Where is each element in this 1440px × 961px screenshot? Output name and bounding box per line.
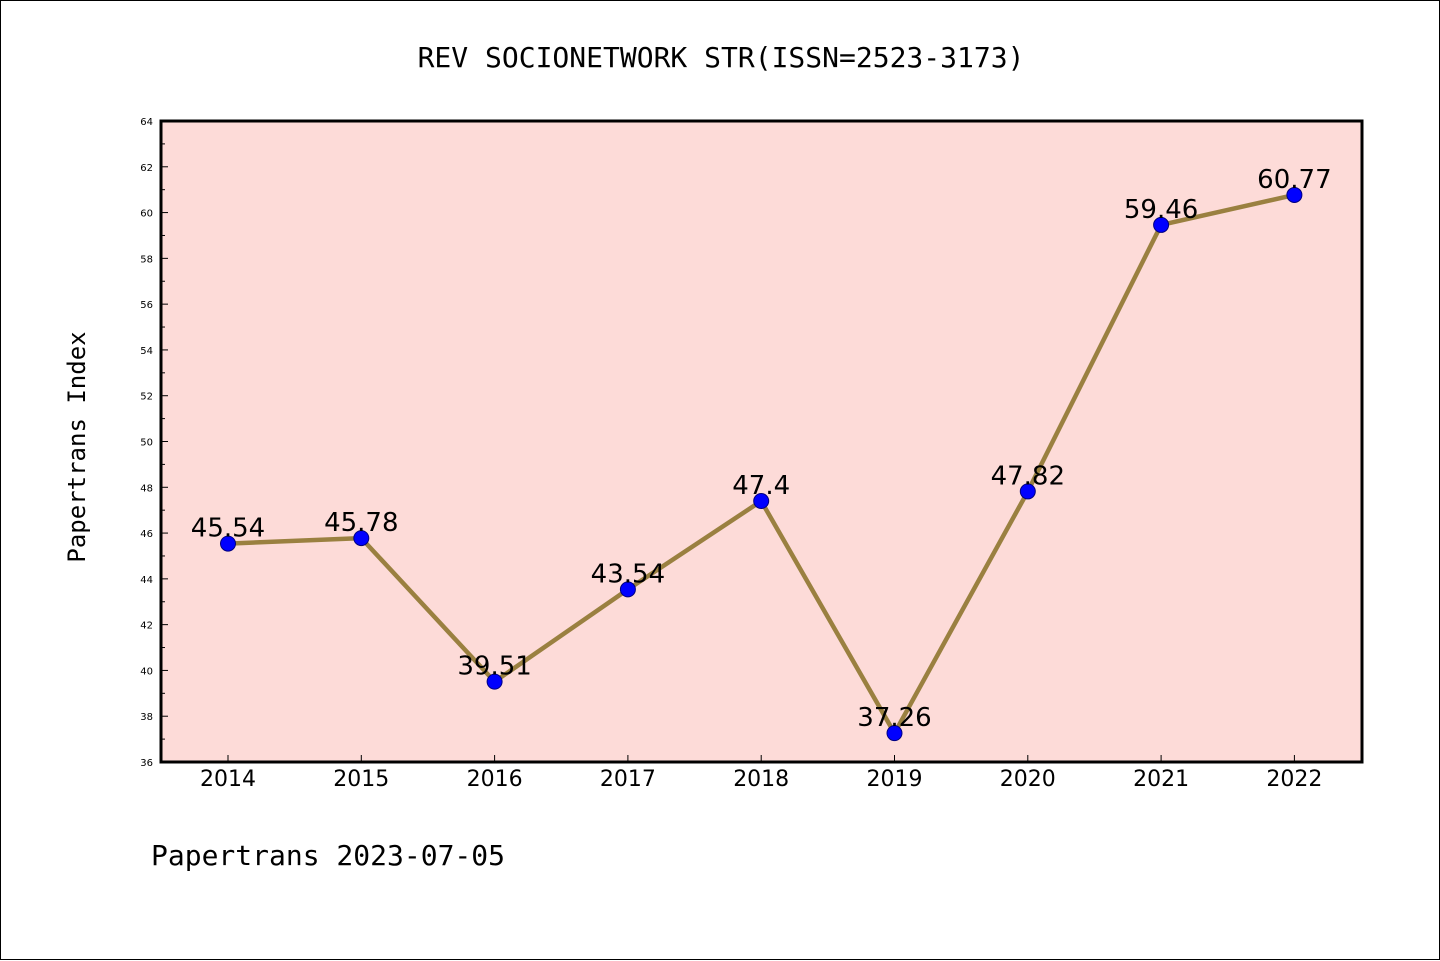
y-tick-label: 52 [140, 392, 153, 403]
footer-date-text: Papertrans 2023-07-05 [151, 839, 505, 872]
y-tick-label: 58 [140, 254, 153, 265]
x-tick-label: 2015 [333, 767, 389, 792]
data-point-marker [753, 493, 770, 510]
data-value-label: 59.46 [1124, 195, 1198, 225]
data-value-label: 45.78 [324, 508, 398, 538]
y-tick-label: 46 [140, 529, 153, 540]
data-point-marker [1153, 216, 1170, 233]
data-point-marker [1286, 186, 1303, 203]
x-tick-label: 2022 [1266, 767, 1322, 792]
plot-border [159, 119, 1364, 764]
data-value-label: 43.54 [591, 559, 665, 589]
x-tick-label: 2020 [1000, 767, 1056, 792]
chart-title: REV SOCIONETWORK STR(ISSN=2523-3173) [418, 41, 1025, 74]
x-tick-label: 2018 [733, 767, 789, 792]
x-tick-label: 2016 [467, 767, 523, 792]
y-tick-label: 36 [140, 758, 153, 769]
data-value-label: 45.54 [191, 514, 265, 544]
data-value-label: 39.51 [457, 652, 531, 682]
data-point-marker [486, 673, 503, 690]
y-tick-label: 62 [140, 163, 153, 174]
data-labels: 45.54 45.78 39.51 43.54 47.4 37.26 47.82 59.46 6… [191, 165, 1332, 733]
y-tick-label: 50 [140, 438, 153, 449]
y-axis-label: Papertrans Index [63, 331, 91, 562]
x-tick-label: 2017 [600, 767, 656, 792]
y-tick-label: 64 [140, 117, 153, 128]
x-tick-label: 2021 [1133, 767, 1189, 792]
y-tick-label: 42 [140, 621, 153, 632]
x-axis-ticks: 2014 2015 2016 2017 2018 2019 2020 2021 2022 [200, 755, 1322, 792]
data-point-marker [1019, 483, 1036, 500]
y-tick-label: 60 [140, 209, 153, 220]
data-point-marker [619, 581, 636, 598]
x-tick-label: 2014 [200, 767, 256, 792]
data-point-marker [220, 535, 236, 552]
y-tick-label: 54 [140, 346, 153, 357]
data-value-label: 37.26 [857, 703, 931, 733]
data-value-label: 47.4 [732, 471, 790, 501]
data-value-label: 47.82 [991, 461, 1065, 491]
x-tick-label: 2019 [867, 767, 923, 792]
data-point-marker [886, 725, 903, 742]
y-tick-label: 48 [140, 483, 153, 494]
y-tick-label: 44 [140, 575, 153, 586]
y-tick-label: 40 [140, 666, 153, 677]
y-tick-label: 56 [140, 300, 153, 311]
data-markers [220, 186, 1303, 742]
data-point-marker [353, 530, 370, 547]
y-tick-label: 38 [140, 712, 153, 723]
data-value-label: 60.77 [1257, 165, 1331, 195]
